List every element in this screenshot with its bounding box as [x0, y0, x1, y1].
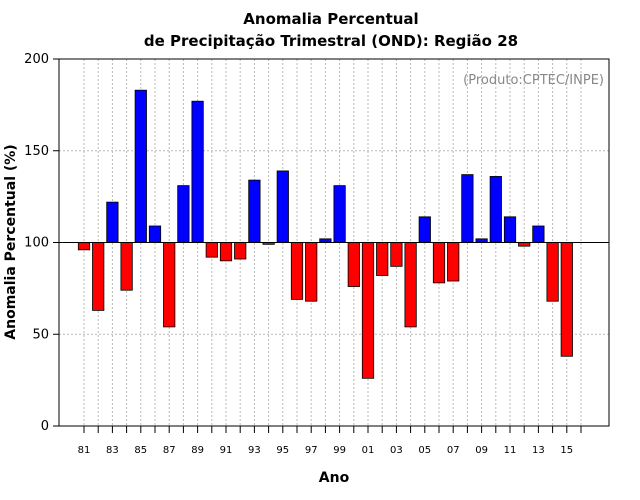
bar-08 — [461, 174, 474, 243]
bar-92 — [234, 242, 247, 260]
x-tick-label: 97 — [305, 445, 318, 456]
bar-95 — [276, 170, 289, 243]
x-tick-label: 03 — [390, 445, 403, 456]
bar-81 — [77, 242, 91, 251]
bar-03 — [390, 242, 403, 267]
bar-06 — [432, 242, 446, 284]
bar-15 — [560, 242, 573, 357]
bar-14 — [546, 242, 559, 302]
x-axis-label: Ano — [319, 470, 350, 486]
bar-87 — [163, 242, 176, 328]
x-tick-label: 05 — [418, 445, 431, 456]
bar-86 — [148, 225, 162, 243]
bar-04 — [404, 242, 417, 328]
bar-82 — [92, 242, 105, 311]
chart-subtitle: de Precipitação Trimestral (OND): Região… — [144, 32, 518, 50]
bar-00 — [347, 242, 360, 287]
x-tick-label: 15 — [560, 445, 573, 456]
bar-91 — [219, 242, 233, 262]
x-tick-label: 07 — [447, 445, 460, 456]
y-tick-label: 50 — [32, 327, 49, 342]
bar-05 — [418, 216, 431, 243]
bar-88 — [177, 185, 190, 243]
bar-07 — [447, 242, 460, 282]
bar-96 — [290, 242, 304, 300]
x-tick-label: 89 — [191, 445, 204, 456]
x-tick-label: 13 — [532, 445, 545, 456]
product-annotation: (Produto:CPTEC/INPE) — [463, 73, 604, 88]
bar-01 — [361, 242, 375, 379]
x-tick-label: 81 — [78, 445, 91, 456]
y-tick-label: 0 — [41, 419, 49, 434]
x-tick-label: 87 — [163, 445, 176, 456]
bar-99 — [333, 185, 346, 243]
bar-84 — [120, 242, 133, 291]
bar-93 — [248, 179, 261, 243]
y-axis: 0 50 100 150 200 — [24, 52, 59, 434]
chart-title: Anomalia Percentual — [243, 10, 418, 28]
bar-02 — [376, 242, 389, 276]
x-axis: 81 83 85 87 89 91 93 95 97 99 01 03 05 07 09 11 13 15 — [78, 426, 582, 456]
x-tick-label: 09 — [475, 445, 488, 456]
bar-85 — [134, 89, 147, 243]
y-axis-label: Anomalia Percentual (%) — [3, 144, 19, 339]
bar-83 — [106, 201, 119, 243]
bar-10 — [489, 176, 502, 243]
bar-89 — [191, 100, 204, 243]
bar-09 — [475, 238, 488, 243]
bar-98 — [319, 238, 332, 243]
bar-90 — [205, 242, 218, 258]
y-tick-label: 200 — [24, 52, 49, 67]
x-tick-label: 85 — [134, 445, 147, 456]
x-tick-label: 99 — [333, 445, 346, 456]
bar-97 — [305, 242, 318, 302]
x-tick-label: 83 — [106, 445, 119, 456]
bar-13 — [532, 225, 545, 243]
y-tick-label: 150 — [24, 144, 49, 159]
y-tick-label: 100 — [24, 236, 49, 251]
x-tick-label: 11 — [504, 445, 517, 456]
x-tick-label: 01 — [362, 445, 375, 456]
x-tick-label: 95 — [276, 445, 289, 456]
x-tick-label: 93 — [248, 445, 261, 456]
x-tick-label: 91 — [220, 445, 233, 456]
bar-12 — [518, 242, 531, 247]
bar-11 — [503, 216, 517, 243]
